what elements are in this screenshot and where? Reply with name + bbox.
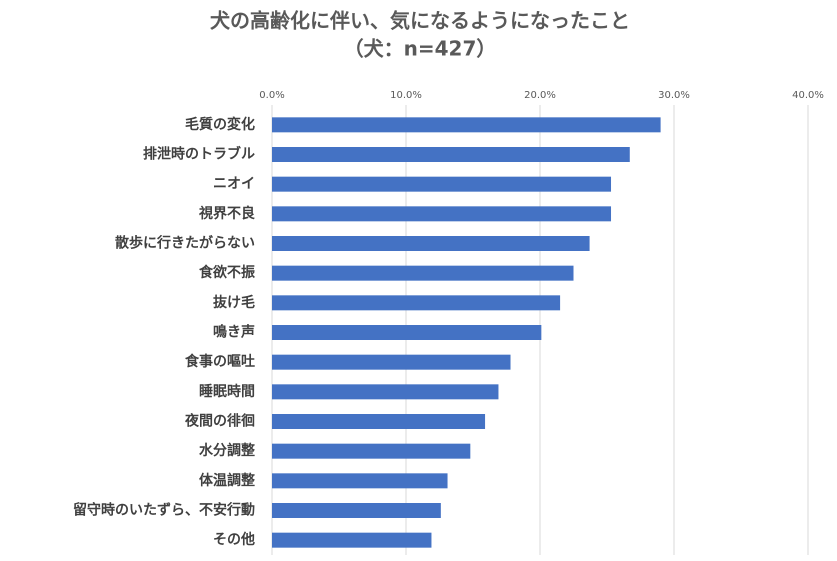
bar	[272, 414, 486, 429]
y-tick-label: 散歩に行きたがらない	[115, 235, 255, 252]
y-tick-label: 鳴き声	[213, 324, 255, 341]
y-tick-label: 毛質の変化	[185, 116, 255, 133]
y-tick-label: その他	[213, 531, 255, 548]
x-tick-label: 20.0%	[524, 90, 556, 101]
y-tick-label: 睡眠時間	[199, 383, 255, 400]
y-tick-label: 体温調整	[199, 472, 256, 489]
y-tick-label: 視界不良	[198, 205, 255, 222]
bar	[272, 206, 612, 222]
y-tick-label: 留守時のいたずら、不安行動	[73, 502, 255, 519]
bar	[272, 147, 630, 162]
chart-subtitle: （犬：n=427）	[344, 37, 497, 61]
bar	[272, 532, 432, 548]
bar	[272, 117, 661, 133]
bar	[272, 176, 612, 192]
y-tick-label: 水分調整	[199, 442, 256, 459]
bar	[272, 503, 441, 518]
chart-title: 犬の高齢化に伴い、気になるようになったこと	[210, 9, 630, 33]
bar	[272, 295, 561, 311]
bar	[272, 236, 590, 251]
y-tick-label: 食欲不振	[199, 264, 255, 281]
bar	[272, 265, 574, 281]
x-tick-label: 40.0%	[792, 90, 824, 101]
y-tick-label: 抜け毛	[213, 294, 255, 311]
bar	[272, 443, 471, 459]
y-tick-label: ニオイ	[213, 176, 255, 192]
bar	[272, 473, 448, 489]
y-tick-label: 夜間の徘徊	[184, 413, 255, 430]
bar	[272, 384, 499, 400]
bar	[272, 354, 511, 370]
x-tick-label: 0.0%	[259, 90, 284, 101]
y-tick-label: 食事の嘔吐	[185, 353, 255, 370]
bar	[272, 325, 542, 340]
x-tick-label: 30.0%	[658, 90, 690, 101]
x-tick-label: 10.0%	[390, 90, 422, 101]
y-tick-label: 排泄時のトラブル	[143, 146, 255, 163]
